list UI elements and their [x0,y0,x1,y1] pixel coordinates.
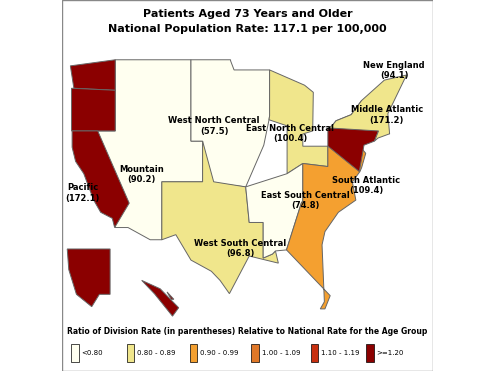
Polygon shape [328,75,406,141]
Bar [310,344,318,362]
Polygon shape [167,292,174,299]
Text: 1.00 - 1.09: 1.00 - 1.09 [261,350,300,356]
Text: 0.90 - 0.99: 0.90 - 0.99 [200,350,239,356]
Text: Middle Atlantic
(171.2): Middle Atlantic (171.2) [350,105,423,125]
Bar [366,344,374,362]
Text: National Population Rate: 117.1 per 100,000: National Population Rate: 117.1 per 100,… [108,24,387,34]
Polygon shape [287,146,366,309]
Bar [71,344,79,362]
Text: >=1.20: >=1.20 [377,350,404,356]
Text: Pacific
(172.1): Pacific (172.1) [65,183,99,203]
Polygon shape [162,141,278,293]
Polygon shape [142,280,179,316]
Text: 0.80 - 0.89: 0.80 - 0.89 [137,350,176,356]
Polygon shape [67,249,110,307]
Text: West South Central
(96.8): West South Central (96.8) [194,239,286,258]
Text: East North Central
(100.4): East North Central (100.4) [246,124,334,143]
Polygon shape [72,88,115,131]
Polygon shape [98,60,202,240]
Text: 1.10 - 1.19: 1.10 - 1.19 [321,350,359,356]
Text: New England
(94.1): New England (94.1) [363,61,425,80]
Text: <0.80: <0.80 [82,350,103,356]
Text: Patients Aged 73 Years and Older: Patients Aged 73 Years and Older [143,9,352,19]
Text: Mountain
(90.2): Mountain (90.2) [119,165,164,184]
Text: West North Central
(57.5): West North Central (57.5) [168,116,260,136]
Polygon shape [72,131,129,227]
Polygon shape [191,60,270,187]
Polygon shape [70,60,115,90]
Text: Ratio of Division Rate (in parentheses) Relative to National Rate for the Age Gr: Ratio of Division Rate (in parentheses) … [67,327,428,336]
Bar [251,344,258,362]
Polygon shape [328,101,380,172]
Polygon shape [269,70,328,174]
Text: South Atlantic
(109.4): South Atlantic (109.4) [332,176,400,195]
Bar [190,344,198,362]
Bar [127,344,134,362]
Polygon shape [246,164,303,258]
Text: East South Central
(74.8): East South Central (74.8) [261,191,349,210]
